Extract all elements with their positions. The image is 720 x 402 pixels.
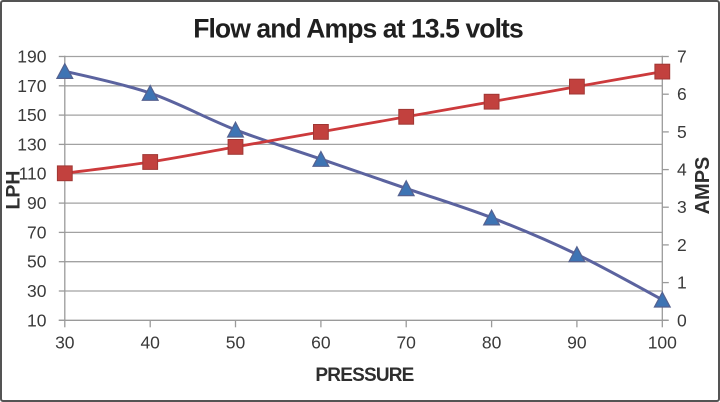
svg-text:110: 110 xyxy=(19,164,47,184)
svg-text:5: 5 xyxy=(677,122,687,142)
svg-text:6: 6 xyxy=(677,84,687,104)
svg-text:130: 130 xyxy=(17,134,46,154)
svg-text:70: 70 xyxy=(396,333,416,353)
svg-text:50: 50 xyxy=(27,252,47,272)
svg-text:Flow and Amps at 13.5 volts: Flow and Amps at 13.5 volts xyxy=(193,14,523,44)
svg-text:40: 40 xyxy=(140,333,160,353)
svg-text:90: 90 xyxy=(567,333,587,353)
svg-text:1: 1 xyxy=(677,273,687,293)
svg-text:150: 150 xyxy=(17,105,46,125)
svg-text:170: 170 xyxy=(17,76,46,96)
svg-text:7: 7 xyxy=(677,47,687,67)
svg-text:2: 2 xyxy=(677,235,687,255)
svg-text:30: 30 xyxy=(55,333,75,353)
svg-text:50: 50 xyxy=(226,333,246,353)
svg-text:70: 70 xyxy=(27,222,47,242)
svg-text:190: 190 xyxy=(17,47,46,67)
svg-text:80: 80 xyxy=(482,333,502,353)
svg-text:30: 30 xyxy=(27,281,47,301)
svg-text:100: 100 xyxy=(648,333,677,353)
svg-text:60: 60 xyxy=(311,333,331,353)
svg-text:PRESSURE: PRESSURE xyxy=(315,365,413,386)
svg-text:10: 10 xyxy=(27,310,47,330)
svg-text:4: 4 xyxy=(677,160,687,180)
svg-text:0: 0 xyxy=(677,310,687,330)
svg-text:LPH: LPH xyxy=(3,171,25,210)
svg-text:90: 90 xyxy=(27,193,47,213)
svg-text:AMPS: AMPS xyxy=(692,157,714,215)
svg-text:3: 3 xyxy=(677,197,687,217)
